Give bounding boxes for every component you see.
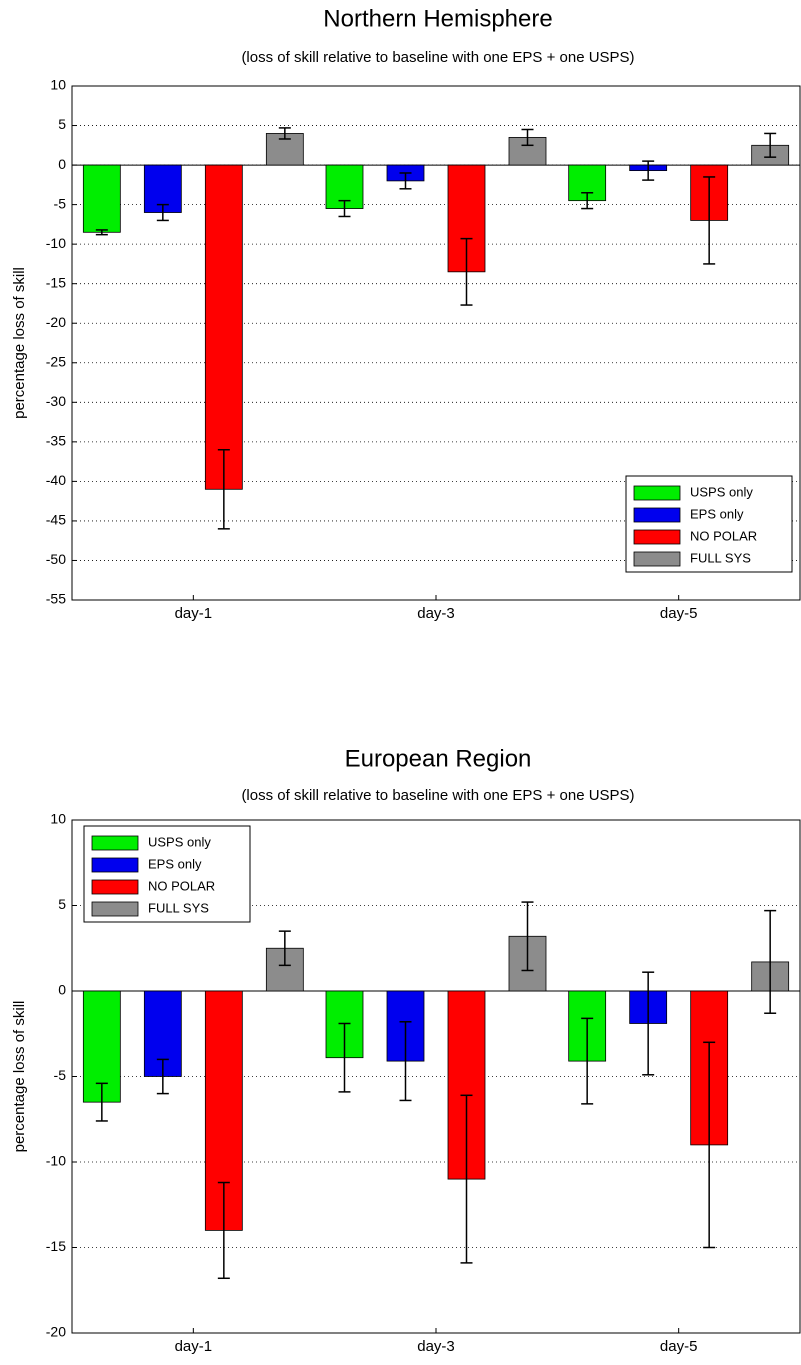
- y-tick-label: -35: [46, 433, 66, 449]
- legend-label: NO POLAR: [148, 878, 215, 893]
- chart-subtitle: (loss of skill relative to baseline with…: [241, 787, 634, 804]
- error-bar: [581, 192, 594, 210]
- x-tick-label: day-1: [175, 1338, 213, 1355]
- error-bar: [764, 132, 777, 158]
- x-tick-label: day-1: [175, 605, 213, 622]
- bar: [204, 164, 243, 490]
- y-axis-label: percentage loss of skill: [11, 1001, 28, 1153]
- error-bar: [460, 1094, 473, 1264]
- y-tick-label: -40: [46, 472, 66, 488]
- error-bar: [460, 237, 473, 306]
- error-bar: [703, 176, 716, 265]
- x-tick-label: day-5: [660, 1338, 698, 1355]
- plot-frame: [71, 819, 801, 1334]
- legend-label: FULL SYS: [690, 550, 751, 565]
- y-tick-label: -10: [46, 1153, 66, 1169]
- error-bar: [642, 971, 655, 1076]
- chart-title: European Region: [345, 745, 532, 772]
- legend-swatch: [91, 835, 139, 851]
- y-tick-label: -20: [46, 314, 66, 330]
- error-bar: [156, 203, 169, 222]
- legend-label: USPS only: [690, 484, 753, 499]
- legend-swatch: [633, 529, 681, 545]
- y-axis-label: percentage loss of skill: [11, 267, 28, 419]
- legend-swatch: [633, 551, 681, 567]
- y-tick-label: -15: [46, 274, 66, 290]
- error-bar: [278, 930, 291, 967]
- y-tick-label: -20: [46, 1324, 66, 1340]
- error-bar: [278, 127, 291, 140]
- error-bar: [703, 1041, 716, 1249]
- error-bar: [217, 1181, 230, 1280]
- error-bar: [217, 449, 230, 530]
- error-bar: [581, 1017, 594, 1105]
- error-bar: [156, 1058, 169, 1095]
- y-tick-label: 10: [50, 811, 66, 827]
- y-tick-label: 0: [58, 982, 66, 998]
- error-bar: [95, 229, 108, 236]
- legend: USPS only EPS only NO POLAR FULL SYS: [625, 475, 793, 573]
- chart-title: Northern Hemisphere: [323, 5, 552, 32]
- y-tick-label: -50: [46, 551, 66, 567]
- y-tick-label: 5: [58, 116, 66, 132]
- y-tick-label: 5: [58, 896, 66, 912]
- legend-label: EPS only: [148, 856, 202, 871]
- legend-swatch: [633, 485, 681, 501]
- legend-label: USPS only: [148, 834, 211, 849]
- legend-label: EPS only: [690, 506, 744, 521]
- legend-swatch: [91, 901, 139, 917]
- legend: USPS only EPS only NO POLAR FULL SYS: [83, 825, 251, 923]
- error-bar: [95, 1082, 108, 1122]
- legend-swatch: [633, 507, 681, 523]
- y-tick-label: -5: [54, 195, 67, 211]
- error-bar: [338, 199, 351, 218]
- x-tick-label: day-3: [417, 605, 455, 622]
- y-tick-label: -30: [46, 393, 66, 409]
- error-bar: [764, 909, 777, 1014]
- legend-swatch: [91, 879, 139, 895]
- legend-label: FULL SYS: [148, 900, 209, 915]
- y-tick-label: -10: [46, 235, 66, 251]
- y-tick-label: -55: [46, 591, 66, 607]
- error-bar: [521, 901, 534, 972]
- y-tick-label: -5: [54, 1067, 67, 1083]
- y-tick-label: -45: [46, 512, 66, 528]
- plot-frame: [71, 85, 801, 601]
- chart-subtitle: (loss of skill relative to baseline with…: [241, 49, 634, 66]
- legend-label: NO POLAR: [690, 528, 757, 543]
- y-tick-label: -25: [46, 353, 66, 369]
- error-bar: [338, 1022, 351, 1093]
- x-tick-label: day-5: [660, 605, 698, 622]
- error-bar: [399, 172, 412, 190]
- x-tick-label: day-3: [417, 1338, 455, 1355]
- y-tick-label: 10: [50, 77, 66, 93]
- bar: [82, 164, 121, 233]
- error-bar: [399, 1021, 412, 1102]
- y-tick-label: -15: [46, 1238, 66, 1254]
- error-bar: [642, 160, 655, 181]
- legend-swatch: [91, 857, 139, 873]
- y-tick-label: 0: [58, 156, 66, 172]
- error-bar: [521, 128, 534, 147]
